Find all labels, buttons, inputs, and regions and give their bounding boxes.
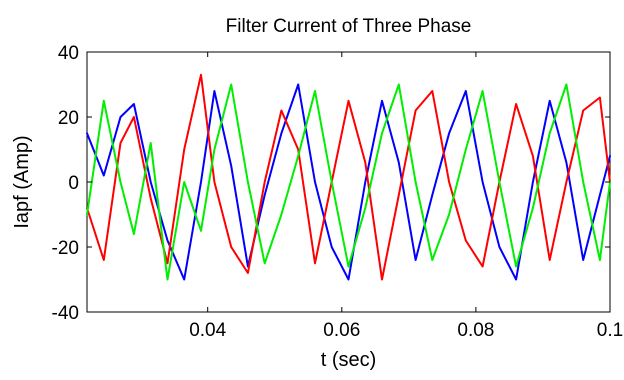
plot-area-frame [86,51,611,313]
x-tick-label: 0.1 [597,320,623,341]
y-tick-label: -40 [52,303,79,324]
x-axis-label: t (sec) [321,349,377,371]
x-tick-label: 0.08 [457,320,494,341]
series-line-1 [86,83,611,281]
y-axis-label: Iapf (Amp) [11,135,33,228]
x-axis-ticks: 0.04 0.06 0.08 0.1 [189,52,623,341]
y-tick-label: -20 [52,238,79,259]
series-layer [86,73,611,281]
x-tick-label: 0.06 [323,320,360,341]
y-tick-label: 0 [68,173,79,194]
y-tick-label: 40 [58,43,79,64]
y-tick-label: 20 [58,108,79,129]
series-line-3 [86,83,611,281]
y-axis-ticks: 40 20 0 -20 -40 [52,43,610,324]
chart-title: Filter Current of Three Phase [226,16,472,37]
x-tick-label: 0.04 [189,320,226,341]
series-line-2 [86,73,611,281]
